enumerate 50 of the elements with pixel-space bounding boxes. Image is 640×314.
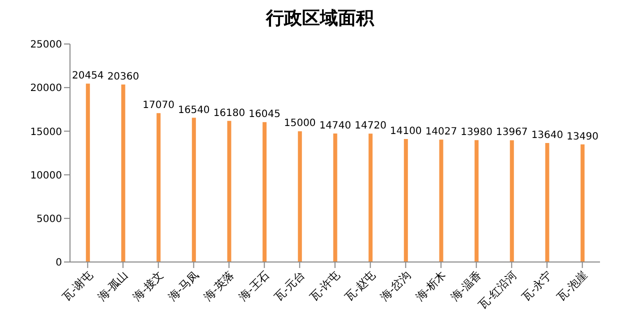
bar	[510, 140, 514, 262]
bar	[192, 118, 196, 262]
bar	[545, 143, 550, 262]
x-tick-label: 海-孤山	[95, 268, 131, 304]
x-tick-label: 瓦-元台	[272, 268, 308, 304]
y-tick-label: 5000	[36, 214, 62, 225]
x-tick-label: 海-英落	[201, 268, 237, 304]
bar	[404, 139, 408, 262]
x-tick-label: 瓦-许屯	[307, 268, 343, 304]
bar	[368, 134, 373, 262]
y-tick-label: 15000	[30, 126, 62, 138]
bar	[298, 131, 302, 262]
x-tick-label: 瓦-泡崖	[554, 268, 590, 304]
bar	[439, 140, 444, 262]
y-tick-label: 0	[56, 258, 62, 269]
data-label: 14027	[425, 126, 458, 138]
data-label: 20454	[72, 70, 104, 82]
x-tick-label: 海-接文	[130, 268, 166, 304]
chart-title: 行政区域面积	[264, 7, 376, 31]
x-tick-label: 海-马凤	[166, 268, 202, 304]
bar	[580, 144, 585, 262]
data-label: 17070	[142, 100, 174, 112]
data-label: 15000	[284, 118, 316, 130]
x-tick-label: 瓦-永宁	[519, 268, 555, 304]
x-tick-label: 瓦-谢屯	[60, 268, 96, 304]
data-label: 13967	[496, 127, 528, 138]
data-label: 14100	[390, 126, 422, 138]
x-tick-label: 海-析木	[413, 268, 449, 304]
data-label: 16180	[213, 108, 246, 119]
data-label: 16045	[248, 109, 280, 120]
bar	[156, 113, 161, 262]
x-tick-label: 海-王石	[236, 268, 272, 304]
bar	[227, 120, 232, 262]
bar	[474, 140, 479, 262]
y-tick-label: 10000	[30, 170, 62, 182]
data-label: 16540	[178, 104, 210, 116]
bar	[86, 84, 90, 262]
bar	[333, 133, 338, 262]
x-tick-label: 瓦-赵屯	[342, 268, 378, 304]
y-tick-label: 20000	[30, 83, 62, 94]
data-label: 13980	[460, 127, 492, 138]
y-tick-label: 25000	[30, 40, 62, 51]
data-label: 14720	[354, 120, 386, 132]
data-label: 13640	[531, 130, 564, 142]
bar	[262, 122, 267, 262]
x-tick-label: 海-岔沟	[378, 268, 414, 304]
bar	[121, 84, 126, 262]
data-label: 20360	[107, 71, 140, 82]
data-label: 13490	[566, 131, 598, 142]
data-label: 14740	[319, 120, 352, 132]
